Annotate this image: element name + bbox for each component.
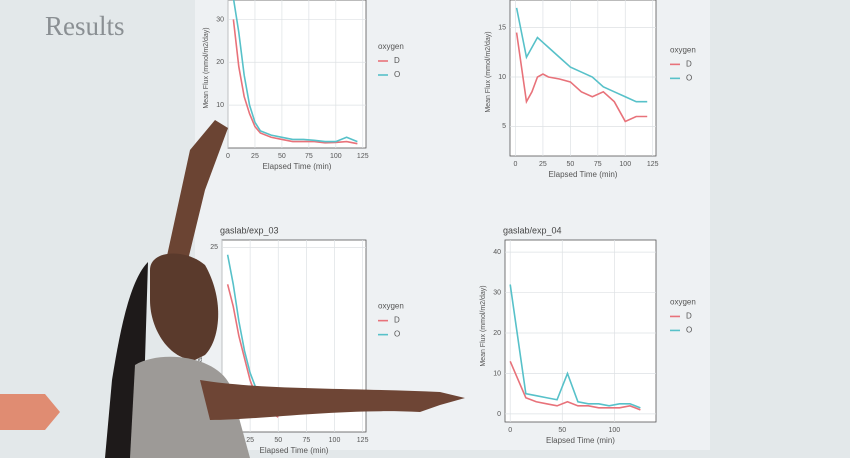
y-tick-label: 15 bbox=[498, 24, 506, 31]
x-tick-label: 50 bbox=[278, 153, 286, 160]
y-tick-label: 30 bbox=[493, 289, 501, 296]
x-tick-label: 0 bbox=[508, 427, 512, 434]
y-tick-label: 0 bbox=[497, 411, 501, 418]
x-tick-label: 75 bbox=[594, 161, 602, 168]
series-line bbox=[515, 7, 648, 103]
plot-panel bbox=[509, 0, 657, 157]
x-tick-label: 100 bbox=[609, 427, 621, 434]
presenter bbox=[105, 120, 465, 458]
x-tick-label: 50 bbox=[566, 161, 574, 168]
x-tick-label: 25 bbox=[246, 437, 254, 444]
x-tick-label: 100 bbox=[330, 153, 342, 160]
chart-title: gaslab/exp_03 bbox=[220, 225, 279, 235]
legend-label: O bbox=[686, 73, 692, 82]
y-tick-label: 5 bbox=[502, 123, 506, 130]
x-tick-label: 0 bbox=[226, 153, 230, 160]
legend-title: oxygen bbox=[670, 45, 696, 54]
legend-label: D bbox=[686, 312, 692, 321]
x-tick-label: 25 bbox=[539, 161, 547, 168]
x-tick-label: 100 bbox=[329, 437, 341, 444]
y-tick-label: 20 bbox=[216, 59, 224, 66]
legend-label: O bbox=[686, 326, 692, 335]
arrow-shape bbox=[0, 394, 60, 430]
legend-label: D bbox=[686, 59, 692, 68]
x-tick-label: 75 bbox=[302, 437, 310, 444]
y-axis-label: Mean Flux (mmol/m2/day) bbox=[485, 31, 492, 112]
y-axis-label: Mean Flux (mmol/m2/day) bbox=[480, 285, 487, 366]
x-axis-label: Elapsed Time (min) bbox=[263, 162, 332, 171]
legend-label: D bbox=[394, 316, 400, 325]
series-line bbox=[509, 284, 641, 409]
x-tick-label: 125 bbox=[357, 153, 369, 160]
slide-title: Results bbox=[45, 11, 125, 41]
legend-label: O bbox=[394, 330, 400, 339]
y-tick-label: 10 bbox=[216, 102, 224, 109]
series-line bbox=[232, 0, 358, 143]
y-tick-label: 25 bbox=[210, 244, 218, 251]
x-axis-label: Elapsed Time (min) bbox=[549, 170, 618, 179]
y-tick-label: 40 bbox=[493, 249, 501, 256]
y-tick-label: 20 bbox=[493, 330, 501, 337]
x-axis-label: Elapsed Time (min) bbox=[260, 446, 329, 455]
x-tick-label: 100 bbox=[619, 161, 631, 168]
x-tick-label: 0 bbox=[514, 161, 518, 168]
plot-panel bbox=[504, 239, 657, 423]
y-tick-label: 30 bbox=[216, 16, 224, 23]
x-tick-label: 125 bbox=[647, 161, 659, 168]
series-line bbox=[515, 32, 648, 123]
x-tick-label: 75 bbox=[305, 153, 313, 160]
legend-title: oxygen bbox=[378, 42, 404, 51]
y-tick-label: 10 bbox=[498, 74, 506, 81]
legend-label: O bbox=[394, 70, 400, 79]
x-tick-label: 25 bbox=[251, 153, 259, 160]
legend-title: oxygen bbox=[378, 302, 404, 311]
x-axis-label: Elapsed Time (min) bbox=[546, 436, 615, 445]
y-axis-label: Mean Flux (mmol/m2/day) bbox=[203, 27, 210, 108]
x-tick-label: 50 bbox=[274, 437, 282, 444]
legend-title: oxygen bbox=[670, 298, 696, 307]
x-tick-label: 50 bbox=[558, 427, 566, 434]
legend-label: D bbox=[394, 56, 400, 65]
series-line bbox=[232, 19, 358, 145]
plot-panel bbox=[227, 0, 367, 149]
y-tick-label: 10 bbox=[493, 370, 501, 377]
chart-title: gaslab/exp_04 bbox=[503, 225, 562, 235]
x-tick-label: 125 bbox=[357, 437, 369, 444]
series-line bbox=[509, 361, 641, 411]
